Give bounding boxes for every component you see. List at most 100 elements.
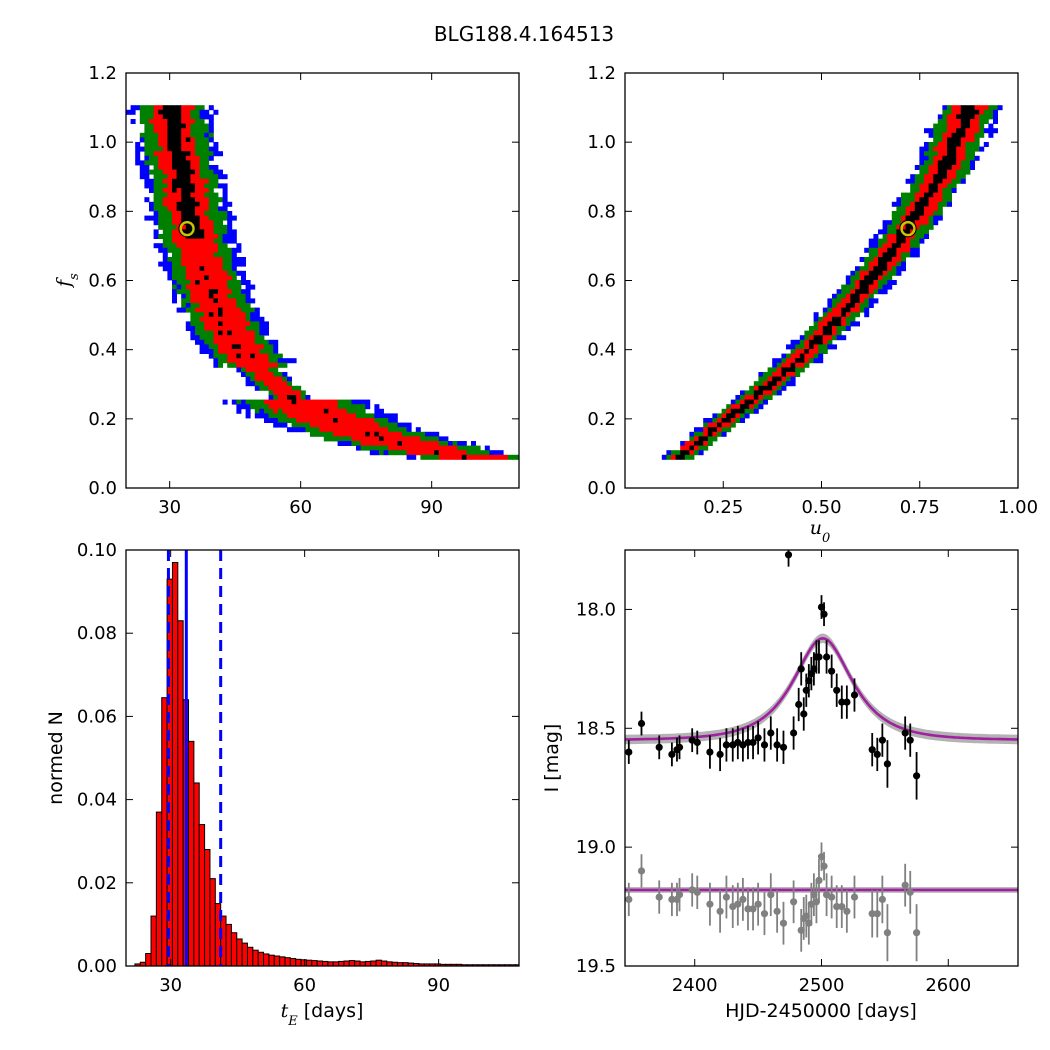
- heat-cell-red: [264, 381, 269, 387]
- heat-cell-black: [809, 344, 814, 350]
- heat-cell-black: [781, 372, 787, 377]
- heat-cell-blue: [227, 215, 233, 221]
- heat-cell-red: [204, 197, 210, 203]
- heat-cell-blue: [993, 114, 998, 120]
- heat-cell-red: [942, 178, 948, 184]
- heat-cell-red: [813, 344, 819, 350]
- heat-cell-green: [707, 436, 713, 442]
- heat-cell-green: [360, 445, 366, 451]
- heat-cell-blue: [130, 105, 136, 111]
- histogram-bar: [268, 954, 275, 966]
- heat-cell-green: [245, 326, 251, 331]
- heat-cell-green: [176, 252, 182, 258]
- heat-cell-green: [901, 252, 906, 258]
- heat-cell-green: [707, 441, 713, 446]
- heat-cell-red: [181, 146, 187, 152]
- heat-cell-red: [296, 404, 302, 410]
- heat-cell-green: [181, 284, 187, 290]
- heat-cell-blue: [245, 289, 251, 295]
- heat-cell-red: [250, 358, 256, 364]
- heat-cell-red: [314, 413, 320, 419]
- heat-cell-green: [227, 362, 233, 368]
- heat-cell-green: [231, 270, 237, 276]
- heat-cell-red: [786, 362, 791, 368]
- heat-cell-red: [162, 128, 168, 134]
- heat-cell-red: [222, 326, 228, 331]
- heat-cell-red: [942, 183, 948, 189]
- heat-cell-blue: [236, 247, 242, 253]
- heat-cell-green: [951, 183, 957, 189]
- heat-cell-black: [176, 146, 182, 152]
- heat-cell-blue: [905, 178, 911, 184]
- heat-cell-green: [167, 215, 173, 221]
- heat-cell-green: [172, 270, 177, 276]
- heat-cell-black: [167, 137, 173, 143]
- heat-cell-blue: [914, 247, 920, 253]
- heat-cell-black: [763, 385, 768, 391]
- heat-cell-red: [448, 454, 453, 460]
- heat-cell-green: [162, 234, 168, 239]
- heat-cell-green: [484, 450, 490, 456]
- heat-cell-blue: [411, 454, 417, 460]
- residual-point: [773, 907, 781, 915]
- data-point: [760, 741, 769, 749]
- heat-cell-green: [241, 367, 246, 373]
- heat-cell-green: [245, 303, 251, 308]
- heat-cell-red: [905, 206, 911, 212]
- heat-cell-blue: [213, 142, 219, 147]
- heat-cell-red: [694, 436, 699, 442]
- heat-cell-black: [836, 316, 842, 322]
- heat-cell-green: [199, 174, 205, 180]
- heat-cell-green: [689, 436, 695, 442]
- heat-cell-green: [360, 404, 366, 410]
- heat-cell-red: [264, 367, 269, 373]
- x-tick-label: 0.75: [900, 497, 940, 518]
- heat-cell-black: [172, 178, 177, 184]
- heat-cell-red: [208, 316, 214, 322]
- heat-cell-red: [185, 266, 191, 272]
- heat-cell-blue: [919, 146, 925, 152]
- heat-cell-blue: [703, 418, 709, 423]
- heat-cell-green: [176, 261, 182, 267]
- histogram-bar: [177, 620, 184, 966]
- heat-cell-red: [250, 362, 256, 368]
- heat-cell-red: [158, 114, 164, 120]
- heat-cell-green: [914, 229, 920, 235]
- heat-cell-blue: [208, 137, 214, 143]
- heat-cell-red: [208, 257, 214, 262]
- heat-cell-red: [236, 330, 242, 336]
- heat-cell-green: [254, 335, 260, 341]
- heat-cell-green: [910, 183, 916, 189]
- heat-cell-green: [213, 211, 219, 216]
- heat-cell-green: [735, 399, 741, 405]
- heat-cell-red: [254, 344, 260, 350]
- heat-cell-red: [919, 188, 925, 193]
- heat-cell-green: [236, 298, 242, 304]
- heat-cell-red: [213, 275, 219, 281]
- heat-cell-green: [204, 335, 210, 341]
- heat-cell-red: [974, 105, 980, 111]
- heat-cell-red: [195, 174, 200, 180]
- heat-cell-red: [208, 266, 214, 272]
- heat-cell-red: [346, 413, 352, 419]
- heat-cell-black: [928, 192, 934, 198]
- heat-cell-green: [402, 450, 407, 456]
- heat-cell-blue: [740, 418, 745, 423]
- heat-cell-red: [227, 344, 233, 350]
- heat-cell-red: [319, 413, 325, 419]
- heat-cell-red: [208, 224, 214, 230]
- heat-cell-green: [452, 441, 458, 446]
- heat-cell-black: [167, 132, 173, 138]
- histogram-bar: [209, 878, 216, 966]
- heat-cell-red: [218, 326, 223, 331]
- heat-cell-blue: [287, 427, 292, 433]
- heat-cell-green: [195, 123, 200, 129]
- heat-cell-green: [208, 192, 214, 198]
- heat-cell-red: [374, 422, 380, 428]
- data-point: [744, 738, 752, 747]
- heat-cell-blue: [199, 109, 205, 115]
- heat-cell-green: [296, 385, 302, 391]
- heat-cell-red: [273, 381, 279, 387]
- heat-cell-green: [905, 197, 911, 203]
- heat-cell-blue: [933, 215, 939, 221]
